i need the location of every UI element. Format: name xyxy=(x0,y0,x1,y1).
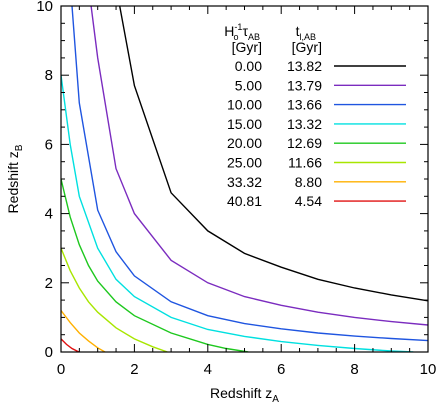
x-tick-label: 0 xyxy=(57,361,65,378)
series-line-1 xyxy=(90,6,428,326)
legend-header-tau: H-1 o τAB xyxy=(224,22,260,42)
legend-time-value: 13.32 xyxy=(287,116,322,132)
legend-time-value: 13.82 xyxy=(287,58,322,74)
y-axis-title: Redshift zB xyxy=(5,144,25,213)
series-line-2 xyxy=(71,6,428,342)
legend-time-value: 13.66 xyxy=(287,97,322,113)
legend-time-value: 8.80 xyxy=(295,174,322,190)
legend-time-value: 12.69 xyxy=(287,135,322,151)
x-tick-label: 4 xyxy=(204,361,212,378)
y-tick-label: 6 xyxy=(45,136,53,153)
legend-tau-value: 25.00 xyxy=(227,155,262,171)
legend-tau-value: 33.32 xyxy=(227,174,262,190)
y-tick-label: 10 xyxy=(36,0,53,15)
series-layer xyxy=(61,6,428,352)
y-tick-label: 4 xyxy=(45,206,53,223)
legend-header-time: tl,AB xyxy=(296,23,316,42)
legend-tau-value: 40.81 xyxy=(227,193,262,209)
series-line-0 xyxy=(119,6,428,302)
y-tick-label: 8 xyxy=(45,67,53,84)
legend-tau-value: 10.00 xyxy=(227,97,262,113)
x-tick-label: 6 xyxy=(277,361,285,378)
legend-tau-value: 0.00 xyxy=(235,58,262,74)
legend-time-value: 4.54 xyxy=(295,193,322,209)
x-axis-title: Redshift zA xyxy=(210,385,279,405)
series-line-4 xyxy=(61,178,249,352)
legend-time-value: 13.79 xyxy=(287,77,322,93)
legend-header-time-unit: [Gyr] xyxy=(292,39,322,55)
series-line-3 xyxy=(61,75,414,352)
legend-header-tau-unit: [Gyr] xyxy=(232,39,262,55)
series-line-7 xyxy=(61,338,80,352)
x-tick-label: 10 xyxy=(420,361,437,378)
ticks-layer: 0 2 4 6 8 10 0 2 4 6 8 10 xyxy=(36,0,436,378)
legend-tau-value: 5.00 xyxy=(235,77,262,93)
x-tick-label: 8 xyxy=(350,361,358,378)
y-tick-label: 0 xyxy=(45,344,53,361)
y-tick-label: 2 xyxy=(45,275,53,292)
legend-time-value: 11.66 xyxy=(288,155,322,171)
series-line-6 xyxy=(61,310,106,352)
series-line-5 xyxy=(61,247,168,352)
legend: H-1 o τAB [Gyr] tl,AB [Gyr] 0.00 13.82 5.00 1… xyxy=(224,22,406,209)
x-tick-label: 2 xyxy=(130,361,138,378)
legend-rows: 0.00 13.82 5.00 13.79 10.00 13.66 15.00 13.32 20… xyxy=(227,58,406,209)
legend-tau-value: 20.00 xyxy=(227,135,262,151)
legend-tau-value: 15.00 xyxy=(227,116,262,132)
